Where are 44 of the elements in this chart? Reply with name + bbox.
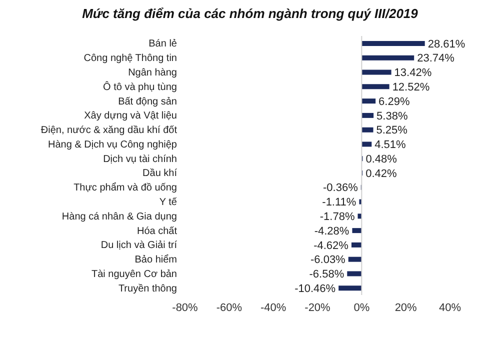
y-tick-label: Dầu khí <box>142 168 178 180</box>
y-tick-label: Ngân hàng <box>128 67 177 78</box>
data-label: 6.29% <box>378 96 410 108</box>
y-tick-label: Bán lẻ <box>148 38 178 50</box>
data-label: 0.48% <box>366 153 398 166</box>
y-tick-label: Bảo hiểm <box>134 254 177 266</box>
data-label: 5.38% <box>376 110 408 122</box>
y-tick-label: Du lịch và Giải trí <box>100 240 178 252</box>
x-tick-label: -40% <box>260 302 286 314</box>
x-tick-label: 40% <box>438 302 462 314</box>
data-label: 28.61% <box>428 38 466 50</box>
data-label: -4.28% <box>314 225 350 238</box>
y-tick-label: Tài nguyên Cơ bản <box>92 268 177 280</box>
data-label: -10.46% <box>294 282 336 295</box>
data-label: -1.11% <box>322 196 356 209</box>
x-tick-label: 0% <box>354 302 370 314</box>
y-tick-label: Bất động sản <box>118 96 177 108</box>
x-tick-label: -20% <box>304 302 331 314</box>
data-label: 12.52% <box>392 82 430 94</box>
x-tick-label: 20% <box>394 302 418 314</box>
y-tick-label: Dịch vụ tài chính <box>103 154 177 165</box>
data-label: 0.42% <box>366 168 398 180</box>
chart-title: Mức tăng điểm của các nhóm ngành trong quý III/2019 <box>81 6 419 21</box>
data-label: 13.42% <box>394 67 432 80</box>
x-tick-label: -80% <box>172 302 198 314</box>
y-tick-label: Điện, nước & xăng dầu khí đốt <box>40 125 178 136</box>
y-tick-label: Y tế <box>159 196 178 208</box>
y-tick-label: Công nghệ Thông tin <box>84 53 177 64</box>
y-tick-label: Thực phẩm và đồ uống <box>74 182 177 194</box>
data-label: -6.58% <box>309 268 344 281</box>
y-tick-label: Ô tô và phụ tùng <box>103 80 177 93</box>
y-tick-label: Truyền thông <box>118 283 177 294</box>
data-label: 5.25% <box>376 124 408 137</box>
y-tick-label: Hàng cá nhân & Gia dụng <box>62 211 177 222</box>
y-tick-label: Xây dựng và Vật liệu <box>84 110 177 122</box>
data-label: -1.78% <box>320 211 355 224</box>
data-label: -0.36% <box>323 182 358 194</box>
data-label: -6.03% <box>310 254 346 266</box>
data-label: 4.51% <box>374 139 406 152</box>
y-tick-label: Hóa chất <box>136 226 178 237</box>
x-tick-label: -60% <box>216 302 242 314</box>
data-label: -4.62% <box>314 240 349 252</box>
y-tick-label: Hàng & Dịch vụ Công nghiệp <box>48 139 178 150</box>
data-label: 23.74% <box>417 52 455 65</box>
